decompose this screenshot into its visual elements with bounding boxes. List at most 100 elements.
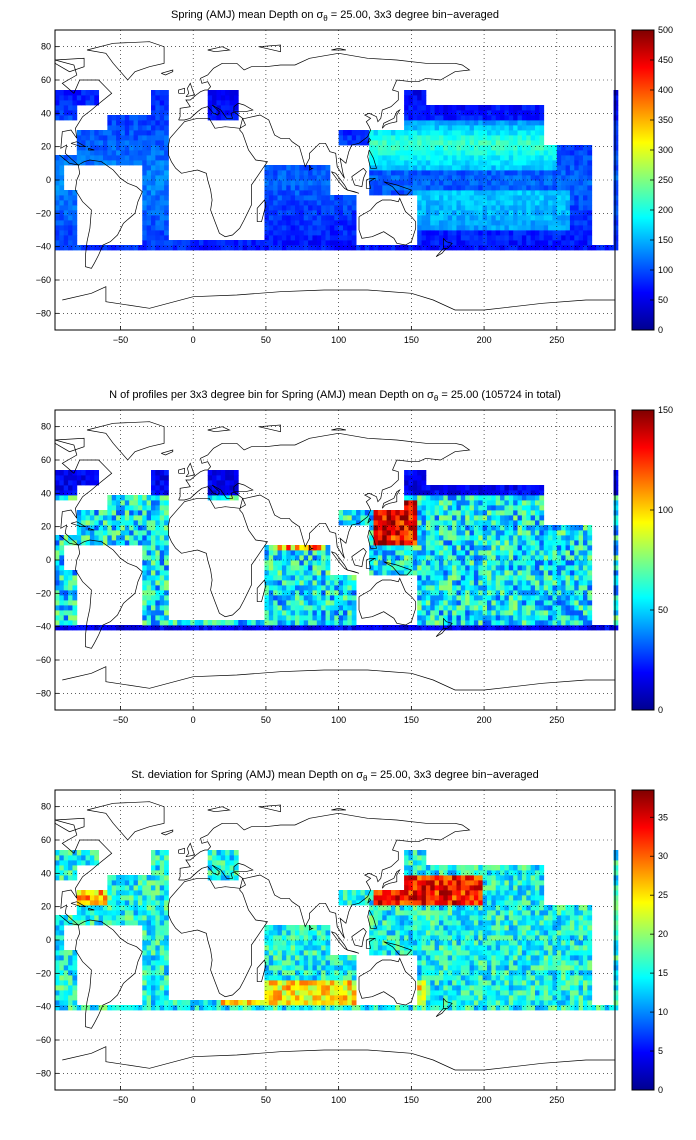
heatmap-cell	[251, 240, 257, 246]
heatmap-cell	[482, 530, 488, 536]
heatmap-cell	[146, 880, 152, 886]
heatmap-cell	[343, 130, 348, 136]
heatmap-cell	[465, 530, 470, 536]
heatmap-cell	[229, 480, 235, 486]
coastline	[383, 181, 413, 196]
heatmap-cell	[447, 205, 453, 211]
heatmap-cell	[504, 220, 510, 226]
heatmap-cell	[465, 105, 470, 111]
heatmap-cell	[273, 600, 278, 606]
heatmap-cell	[146, 1000, 152, 1006]
heatmap-cell	[395, 155, 401, 161]
heatmap-cell	[343, 575, 348, 581]
heatmap-cell	[391, 625, 396, 631]
heatmap-cell	[395, 520, 401, 526]
heatmap-cell	[583, 190, 588, 196]
heatmap-cell	[164, 480, 169, 486]
heatmap-cell	[473, 205, 479, 211]
heatmap-cell	[159, 920, 165, 926]
heatmap-cell	[508, 225, 514, 231]
heatmap-cell	[290, 585, 296, 591]
heatmap-cell	[281, 170, 287, 176]
coastline	[62, 286, 615, 311]
heatmap-cell	[539, 600, 545, 606]
heatmap-cell	[487, 580, 492, 586]
heatmap-cell	[369, 170, 374, 176]
heatmap-cell	[408, 105, 414, 111]
heatmap-cell	[526, 620, 532, 626]
heatmap-cell	[521, 595, 527, 601]
heatmap-cell	[465, 580, 470, 586]
heatmap-cell	[299, 625, 305, 631]
heatmap-cell	[321, 190, 326, 196]
heatmap-cell	[500, 235, 505, 241]
heatmap-cell	[281, 615, 287, 621]
heatmap-cell	[142, 145, 148, 151]
heatmap-cell	[491, 105, 497, 111]
heatmap-cell	[68, 955, 73, 961]
heatmap-cell	[207, 100, 213, 106]
heatmap-cell	[155, 610, 161, 616]
heatmap-cell	[312, 605, 318, 611]
heatmap-cell	[151, 910, 156, 916]
heatmap-cell	[94, 475, 100, 481]
heatmap-cell	[129, 160, 134, 166]
heatmap-cell	[268, 545, 274, 551]
coastline	[62, 666, 615, 691]
heatmap-cell	[159, 570, 165, 576]
heatmap-cell	[408, 90, 414, 96]
heatmap-cell	[404, 120, 409, 126]
heatmap-cell	[351, 600, 357, 606]
heatmap-cell	[425, 105, 431, 111]
heatmap-cell	[351, 620, 357, 626]
heatmap-cell	[473, 235, 479, 241]
heatmap-cell	[369, 570, 374, 576]
heatmap-cell	[421, 615, 427, 621]
title-suffix: = 25.00, 3x3 degree bin−averaged	[328, 9, 499, 21]
heatmap-cell	[465, 180, 470, 186]
heatmap-cell	[452, 575, 457, 581]
heatmap-cell	[316, 545, 322, 551]
heatmap-cell	[478, 500, 484, 506]
heatmap-cell	[473, 245, 479, 251]
heatmap-cell	[155, 235, 161, 241]
heatmap-cell	[68, 115, 73, 121]
heatmap-cell	[447, 565, 453, 571]
heatmap-cell	[151, 950, 156, 956]
heatmap-cell	[164, 975, 169, 981]
heatmap-cell	[225, 240, 230, 246]
heatmap-cell	[172, 625, 178, 631]
heatmap-cell	[94, 625, 100, 631]
colorbar-tick-label: 0	[658, 705, 663, 715]
heatmap-cell	[260, 620, 265, 626]
heatmap-cell	[513, 205, 518, 211]
heatmap-cell	[569, 230, 575, 236]
heatmap-cell	[434, 220, 440, 226]
heatmap-cell	[469, 505, 475, 511]
heatmap-cell	[447, 490, 453, 496]
heatmap-cell	[351, 215, 357, 221]
heatmap-cell	[504, 550, 510, 556]
heatmap-cell	[55, 475, 60, 481]
heatmap-cell	[325, 180, 331, 186]
heatmap-cell	[556, 620, 562, 626]
heatmap-cell	[98, 1005, 104, 1011]
heatmap-cell	[452, 240, 457, 246]
heatmap-cell	[137, 130, 143, 136]
heatmap-cell	[434, 125, 440, 131]
heatmap-cell	[159, 980, 165, 986]
heatmap-cell	[281, 555, 287, 561]
heatmap-cell	[447, 195, 453, 201]
heatmap-cell	[473, 180, 479, 186]
heatmap-cell	[369, 150, 374, 156]
heatmap-cell	[207, 95, 213, 101]
heatmap-cell	[369, 550, 374, 556]
heatmap-cell	[491, 560, 497, 566]
heatmap-cell	[303, 610, 309, 616]
heatmap-cell	[391, 535, 396, 541]
heatmap-cell	[417, 590, 422, 596]
heatmap-cell	[329, 230, 335, 236]
heatmap-cell	[447, 130, 453, 136]
heatmap-cell	[574, 245, 580, 251]
heatmap-cell	[434, 525, 440, 531]
